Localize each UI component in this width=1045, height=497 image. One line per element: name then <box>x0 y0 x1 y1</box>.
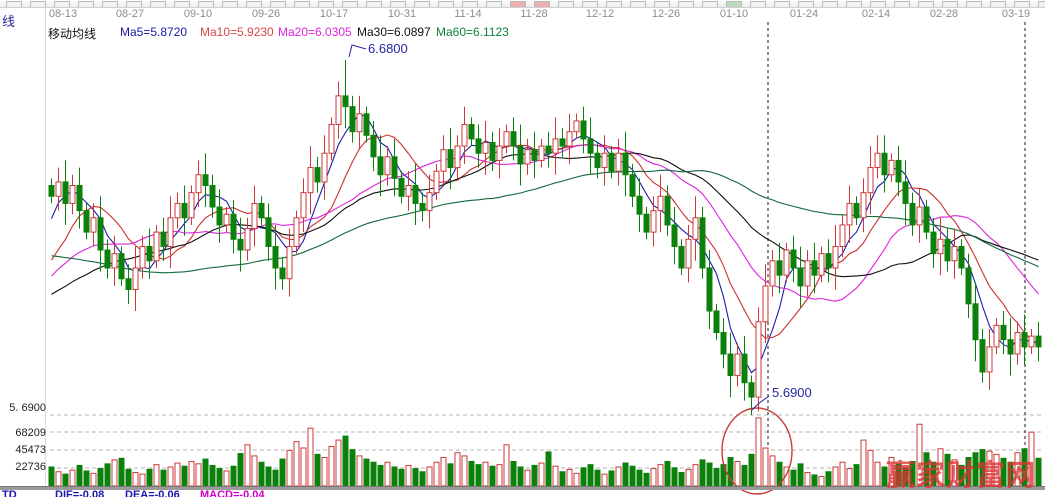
toolbar-icons-sliver[interactable] <box>0 0 1045 8</box>
indicator-name: TD <box>2 489 17 497</box>
date-tick: 10-17 <box>319 8 349 20</box>
date-tick: 08-27 <box>115 8 145 20</box>
date-tick: 02-28 <box>929 8 959 20</box>
ma-legend: 移动均线 Ma5=5.8720 Ma10=5.9230 Ma20=6.0305 Ma3… <box>0 25 1045 41</box>
ma-legend-item: Ma60=6.1123 <box>436 25 509 39</box>
indicator-value: DIF=-0.08 <box>55 489 105 497</box>
date-tick: 10-31 <box>387 8 417 20</box>
date-tick: 11-28 <box>520 8 548 20</box>
site-watermark: 赢家财富网 <box>886 460 1037 492</box>
date-tick: 12-12 <box>585 8 615 20</box>
ma-legend-item: Ma5=5.8720 <box>120 25 188 39</box>
ma-legend-item: Ma10=5.9230 <box>200 25 274 39</box>
date-tick: 01-10 <box>719 8 749 20</box>
date-tick: 01-24 <box>789 8 819 20</box>
date-tick: 12-26 <box>651 8 681 20</box>
macd-indicator-bar: TD DIF=-0.08 DEA=-0.06 MACD=-0.04 <box>0 489 1045 497</box>
ma-legend-item: Ma30=6.0897 <box>357 25 431 39</box>
indicator-value: DEA=-0.06 <box>125 489 180 497</box>
sidebar-tab-line-label[interactable]: 线 <box>2 14 16 29</box>
date-tick: 09-10 <box>183 8 213 20</box>
date-tick: 09-26 <box>251 8 281 20</box>
trough-price-annotation: 5.6900 <box>772 385 812 400</box>
ma-legend-title: 移动均线 <box>48 27 97 41</box>
date-tick: 11-14 <box>454 8 482 20</box>
peak-price-annotation: 6.6800 <box>368 41 408 56</box>
indicator-value: MACD=-0.04 <box>200 489 265 497</box>
date-tick: 08-13 <box>48 8 78 20</box>
date-tick: 03-19 <box>1001 8 1031 20</box>
volume-axis-tick: 22736 <box>15 461 46 473</box>
volume-axis-tick: 45473 <box>15 444 46 456</box>
volume-axis-tick: 68209 <box>15 427 46 439</box>
price-axis-label: 5. 6900 <box>9 402 46 414</box>
ma-legend-item: Ma20=6.0305 <box>278 25 352 39</box>
date-tick: 02-14 <box>861 8 891 20</box>
